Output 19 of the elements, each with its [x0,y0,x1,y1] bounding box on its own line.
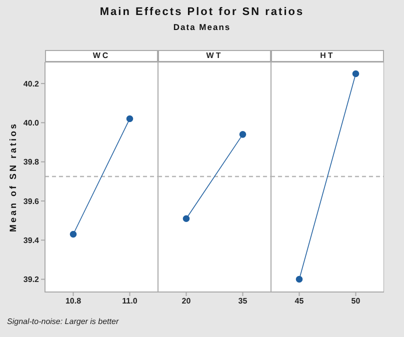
chart-title: WC [45,50,158,62]
x-tick-label: 50 [351,296,361,306]
y-tick-label: 39.4 [23,236,40,245]
text: Main Effects Plot for SN ratios [98,6,306,18]
x-tick-label: 35 [238,296,248,306]
x-tick-label: 10.8 [65,296,82,306]
text: Signal-to-noise: Larger is better [7,317,119,326]
y-tick-label: 40.0 [23,118,40,128]
x-tick-label: 45 [294,296,304,306]
y-tick-label: 39.2 [23,275,40,284]
y-tick-label: 39.6 [23,196,40,206]
chart-title: WT [158,50,271,62]
x-tick-label: 11.0 [122,296,138,306]
y-tick-label: 39.8 [23,158,40,167]
y-tick-label: 40.2 [23,79,40,88]
text: Data Means [172,22,232,32]
chart-title: HT [271,50,384,62]
x-tick-label: 20 [182,296,192,306]
y-axis-title: Mean of SN ratios [8,122,18,232]
